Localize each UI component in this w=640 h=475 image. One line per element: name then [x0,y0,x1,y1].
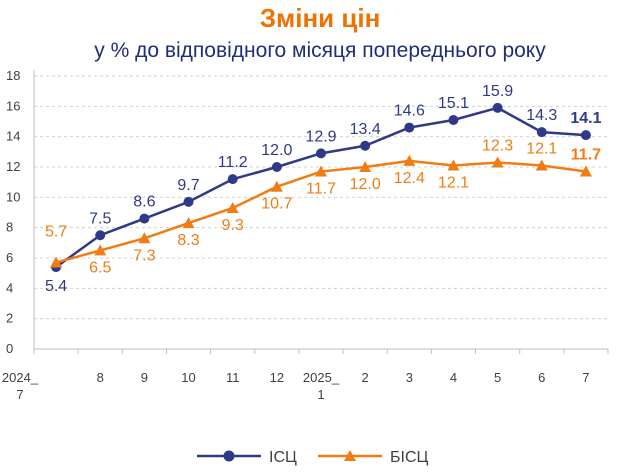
data-label: 9.7 [177,177,199,194]
data-point [359,161,372,172]
y-tick-label: 6 [6,250,13,265]
x-tick-label: 11 [226,370,240,385]
data-point [404,122,415,133]
data-point [270,180,283,192]
legend-marker [223,450,235,462]
data-point [227,174,238,185]
legend-marker [344,450,356,461]
data-point [579,165,592,177]
data-label: 14.6 [394,103,425,120]
x-tick-label: 12 [270,370,284,385]
y-tick-label: 12 [6,159,20,174]
data-point [360,140,371,151]
legend-label: ІСЦ [269,449,297,466]
data-label: 7.5 [89,210,111,227]
data-label: 8.6 [133,194,155,211]
data-label: 10.7 [261,196,292,213]
y-tick-label: 0 [6,341,13,356]
data-label: 8.3 [177,232,199,249]
data-point [536,127,547,138]
x-tick-label: 8 [97,370,104,385]
x-tick-label: 9 [141,370,148,385]
data-label: 11.2 [218,154,248,171]
x-tick-label: 2025_ 1 [303,370,340,402]
y-tick-label: 14 [6,129,20,144]
x-tick-label: 3 [406,370,413,385]
x-tick-label: 5 [494,370,501,385]
x-tick-label: 6 [538,370,545,385]
data-point [316,148,326,159]
data-label: 12.0 [261,142,292,159]
x-tick-label: 2024_ 7 [2,370,39,402]
data-label: 14.1 [570,110,601,127]
data-label: 12.1 [438,174,469,191]
chart-title: Зміни цін [260,3,381,33]
legend-label: БІСЦ [390,449,429,466]
data-label: 12.9 [305,128,336,145]
x-tick-label: 7 [582,370,589,385]
x-tick-label: 2 [362,370,369,385]
data-label: 7.3 [133,247,155,264]
data-label: 5.4 [45,278,67,295]
data-label: 11.7 [306,181,336,198]
data-label: 12.4 [394,170,425,187]
y-tick-label: 8 [6,220,13,235]
legend: ІСЦ БІСЦ [197,449,429,466]
data-label: 9.3 [222,217,244,234]
data-point [95,230,106,241]
data-point [580,130,591,141]
series [50,102,592,273]
data-point [271,162,282,172]
data-point [138,232,151,244]
data-point [50,256,63,268]
data-label: 5.7 [45,224,67,241]
y-tick-label: 16 [6,98,20,113]
data-label: 6.5 [89,259,111,276]
data-label: 15.9 [482,83,513,100]
data-label: 13.4 [350,121,381,138]
data-label: 12.3 [482,137,513,154]
y-tick-label: 4 [6,280,13,295]
data-point [94,244,107,256]
axes: 0 2 4 6 8 10 12 14 16 18 2024_ 7 8 9 10 11 12 2025_ 1 2 3 4 5 6… [2,68,609,402]
data-point [492,102,503,113]
data-point [535,159,548,171]
data-point [139,213,150,224]
data-point [182,217,195,229]
data-point [448,114,459,125]
y-tick-label: 18 [6,68,20,83]
data-point [183,196,194,207]
y-tick-label: 2 [6,311,13,326]
data-label: 12.1 [526,140,557,157]
data-point [315,165,327,177]
data-point [491,156,504,168]
chart-subtitle: у % до відповідного місяця попереднього … [94,39,546,62]
data-label: 11.7 [571,147,601,164]
data-point [447,159,460,171]
x-tick-label: 4 [450,370,457,385]
data-label: 12.0 [350,176,381,193]
y-tick-label: 10 [6,189,20,204]
data-point [226,201,239,213]
data-labels: 5.4 7.5 8.6 9.7 11.2 12.0 12.9 13.4 14.6 15.1 15.9… [45,83,602,295]
data-label: 14.3 [526,107,557,124]
data-point [403,154,416,166]
data-label: 15.1 [438,95,469,112]
x-tick-label: 10 [181,370,195,385]
